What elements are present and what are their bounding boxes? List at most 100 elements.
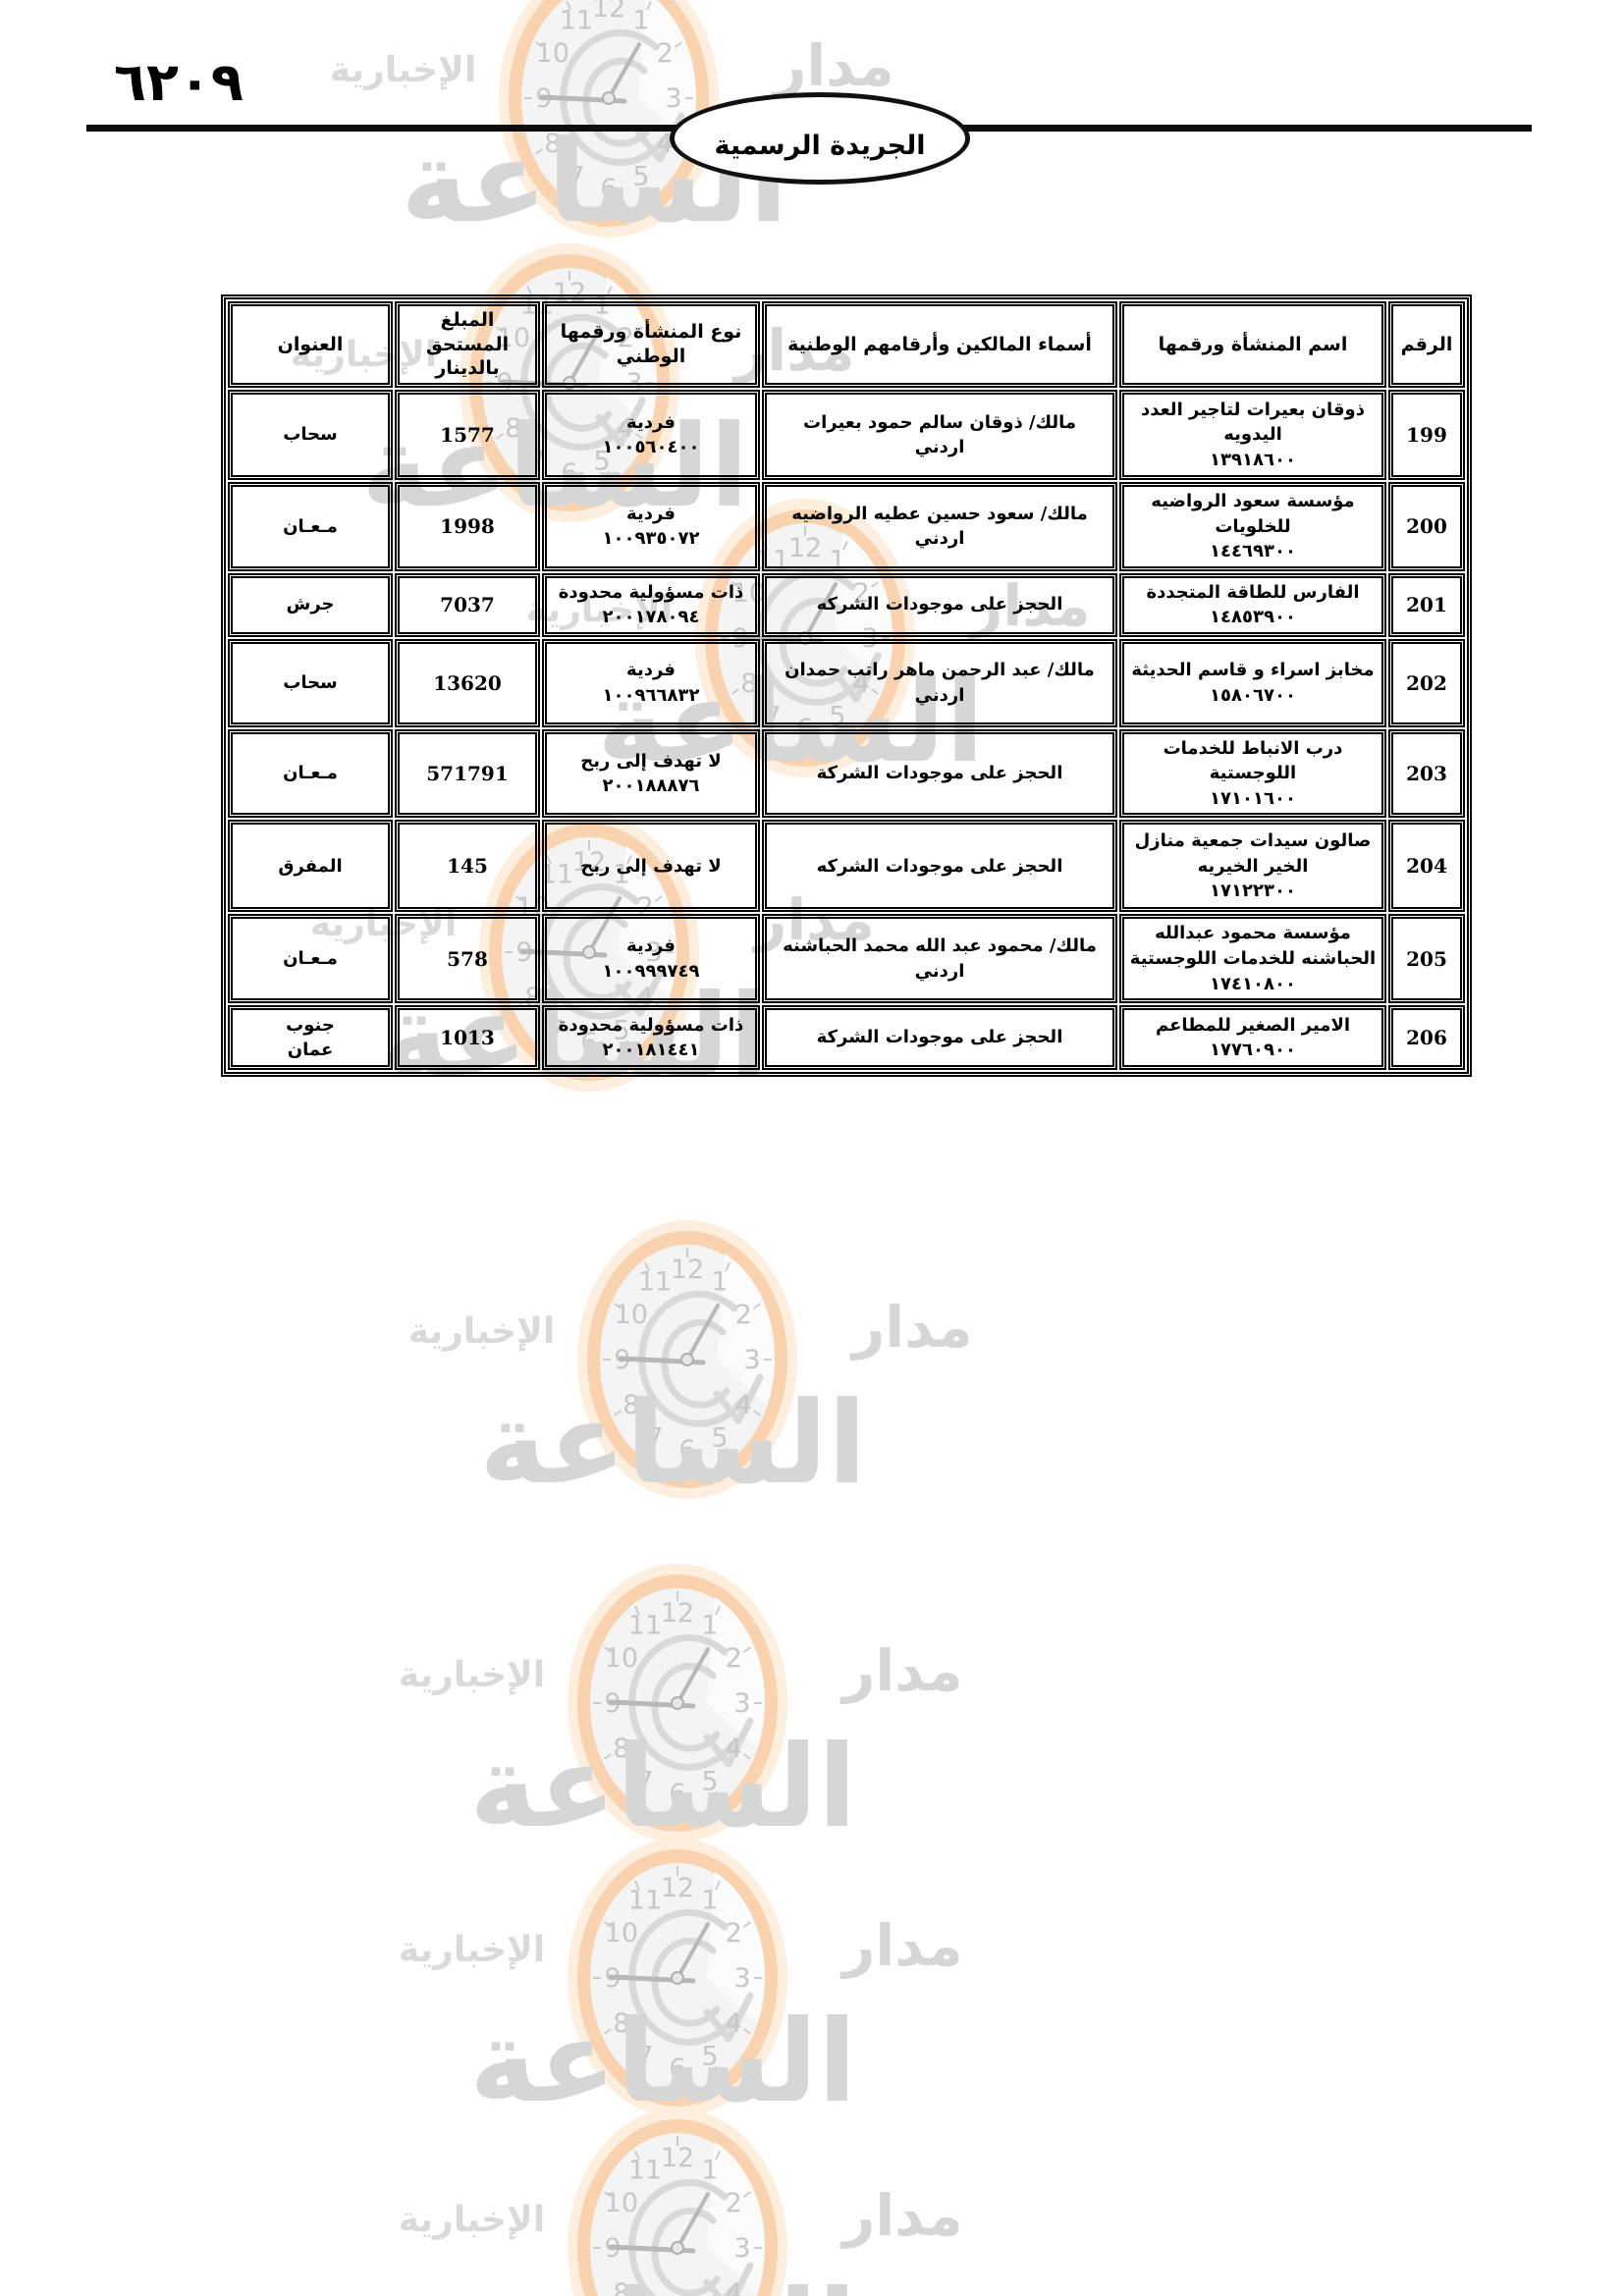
cell-row-number: 200 — [1406, 514, 1447, 539]
svg-text:1: 1 — [701, 1610, 718, 1640]
col-header-amount: المبلغ المستحق بالدينار — [425, 309, 510, 380]
svg-text:8: 8 — [613, 2278, 629, 2296]
col-header-establishment-name: اسم المنشأة ورقمها — [1158, 333, 1348, 355]
cell-amount: 145 — [447, 854, 488, 879]
cell-row-number: 206 — [1406, 1026, 1447, 1050]
watermark-brand-saa: الساعة — [469, 2275, 859, 2296]
cell-owners: مالك/ سعود حسين عطيه الرواضيه اردني — [791, 503, 1088, 550]
table-wrapper: الرقم اسم المنشأة ورقمها أسماء المالكين … — [221, 294, 1472, 1078]
watermark-brand-saa: الساعة — [469, 1721, 859, 1853]
cell-owners: مالك/ ذوقان سالم حمود بعيرات اردني — [802, 411, 1076, 458]
cell-row-number: 203 — [1406, 762, 1447, 786]
watermark-brand-akhbaria: الإخبارية — [398, 1930, 546, 1970]
svg-text:10: 10 — [615, 1300, 648, 1330]
cell-establishment-name: ذوقان بعيرات لتاجير العدد اليدويه ١٣٩١٨٦… — [1141, 399, 1365, 470]
svg-text:2: 2 — [657, 38, 674, 69]
cell-address: سحاب — [283, 424, 338, 446]
svg-text:8: 8 — [613, 1734, 629, 1764]
svg-text:10: 10 — [536, 38, 569, 69]
cell-establishment-name: درب الانباط للخدمات اللوجستية ١٧١٠١٦٠٠ — [1163, 737, 1343, 809]
svg-text:4: 4 — [726, 2008, 742, 2039]
svg-text:11: 11 — [638, 1266, 672, 1297]
svg-text:3: 3 — [743, 1345, 760, 1375]
svg-text:4: 4 — [726, 1734, 742, 1764]
col-header-address: العنوان — [277, 333, 344, 355]
svg-text:1: 1 — [701, 2155, 718, 2185]
table-row: 205 مؤسسة محمود عبدالله الحباشنه للخدمات… — [228, 914, 1465, 1004]
gazette-title: الجريدة الرسمية — [714, 130, 926, 161]
svg-text:11: 11 — [628, 2155, 662, 2185]
cell-address: مـعـان — [283, 947, 338, 969]
svg-text:3: 3 — [733, 2233, 750, 2264]
cell-amount: 1577 — [440, 423, 495, 448]
svg-text:9: 9 — [614, 1345, 630, 1375]
svg-text:7: 7 — [636, 2042, 653, 2072]
svg-text:12: 12 — [592, 0, 625, 24]
table-row: 202 مخابز اسراء و قاسم الحديثة ١٥٨٠٦٧٠٠ … — [228, 638, 1465, 727]
svg-text:10: 10 — [605, 2188, 638, 2218]
cell-type: ذات مسؤولية محدودة ٢٠٠١٨١٤٤١ — [558, 1014, 744, 1061]
svg-text:8: 8 — [623, 1390, 639, 1420]
cell-row-number: 199 — [1406, 423, 1447, 448]
cell-address: مـعـان — [283, 763, 338, 784]
table-header-row: الرقم اسم المنشأة ورقمها أسماء المالكين … — [228, 301, 1465, 389]
svg-text:7: 7 — [568, 162, 584, 192]
watermark-brand-saa: الساعة — [469, 1996, 859, 2128]
watermark-brand-akhbaria: الإخبارية — [407, 1311, 556, 1352]
watermark-brand-akhbaria: الإخبارية — [329, 50, 477, 90]
watermark-brand-madar: مدار — [852, 1294, 973, 1361]
cell-owners: الحجز على موجودات الشركة — [816, 763, 1063, 784]
svg-text:5: 5 — [632, 162, 649, 192]
svg-text:2: 2 — [726, 2188, 742, 2218]
cell-type: لا تهدف إلى ربح — [580, 855, 722, 877]
table-row: 203 درب الانباط للخدمات اللوجستية ١٧١٠١٦… — [228, 728, 1465, 819]
table-row: 201 الفارس للطاقة المتجددة ١٤٨٥٣٩٠٠ الحج… — [228, 572, 1465, 637]
cell-owners: مالك/ عبد الرحمن ماهر راتب حمدان اردني — [785, 660, 1095, 706]
cell-establishment-name: مؤسسة محمود عبدالله الحباشنه للخدمات الل… — [1129, 923, 1377, 994]
cell-type: ذات مسؤولية محدودة ٢٠٠١٧٨٠٩٤ — [558, 581, 744, 628]
cell-amount: 578 — [447, 946, 488, 971]
cell-type: فردية ١٠٠٩٣٥٠٧٢ — [602, 503, 700, 550]
cell-row-number: 205 — [1406, 946, 1447, 971]
cell-type: فردية ١٠٠٩٩٩٧٤٩ — [602, 935, 700, 982]
cell-owners: مالك/ محمود عبد الله محمد الحباشنه اردني — [783, 935, 1097, 982]
cell-amount: 571791 — [426, 762, 509, 786]
col-header-owners: أسماء المالكين وأرقامهم الوطنية — [787, 333, 1092, 355]
svg-text:9: 9 — [535, 83, 552, 114]
svg-text:6: 6 — [669, 2054, 685, 2084]
col-header-number: الرقم — [1400, 333, 1453, 355]
svg-text:3: 3 — [733, 1688, 750, 1719]
cell-address: جرش — [286, 594, 335, 615]
col-header-type: نوع المنشأة ورقمها الوطني — [560, 321, 742, 368]
cell-owners: الحجز على موجودات الشركه — [816, 594, 1063, 615]
watermark-brand-akhbaria: الإخبارية — [398, 2200, 546, 2240]
table-row: 200 مؤسسة سعود الرواضيه للخلويات ١٤٤٦٩٣٠… — [228, 482, 1465, 571]
svg-text:1: 1 — [711, 1266, 728, 1297]
svg-text:3: 3 — [665, 83, 681, 114]
svg-text:11: 11 — [628, 1885, 662, 1915]
svg-text:12: 12 — [661, 1598, 694, 1629]
cell-amount: 7037 — [440, 593, 495, 617]
cell-row-number: 204 — [1406, 854, 1447, 879]
watermark-brand-madar: مدار — [842, 1912, 963, 1979]
svg-text:6: 6 — [600, 174, 617, 204]
svg-text:9: 9 — [604, 2233, 621, 2264]
svg-text:9: 9 — [604, 1688, 621, 1719]
svg-text:2: 2 — [726, 1643, 742, 1674]
svg-text:4: 4 — [726, 2278, 742, 2296]
cell-owners: الحجز على موجودات الشركة — [816, 1027, 1063, 1048]
cell-amount: 1013 — [440, 1026, 495, 1050]
cell-row-number: 202 — [1406, 670, 1447, 695]
svg-text:9: 9 — [604, 1963, 621, 1994]
svg-text:12: 12 — [661, 1873, 694, 1903]
watermark-brand-saa: الساعة — [479, 1377, 869, 1510]
svg-text:4: 4 — [735, 1390, 752, 1420]
cell-address: جنوب عمان — [286, 1014, 335, 1061]
watermark-brand-akhbaria: الإخبارية — [398, 1655, 546, 1695]
cell-establishment-name: مخابز اسراء و قاسم الحديثة ١٥٨٠٦٧٠٠ — [1131, 660, 1375, 706]
cell-establishment-name: الفارس للطاقة المتجددة ١٤٨٥٣٩٠٠ — [1146, 581, 1360, 628]
svg-text:2: 2 — [735, 1300, 752, 1330]
